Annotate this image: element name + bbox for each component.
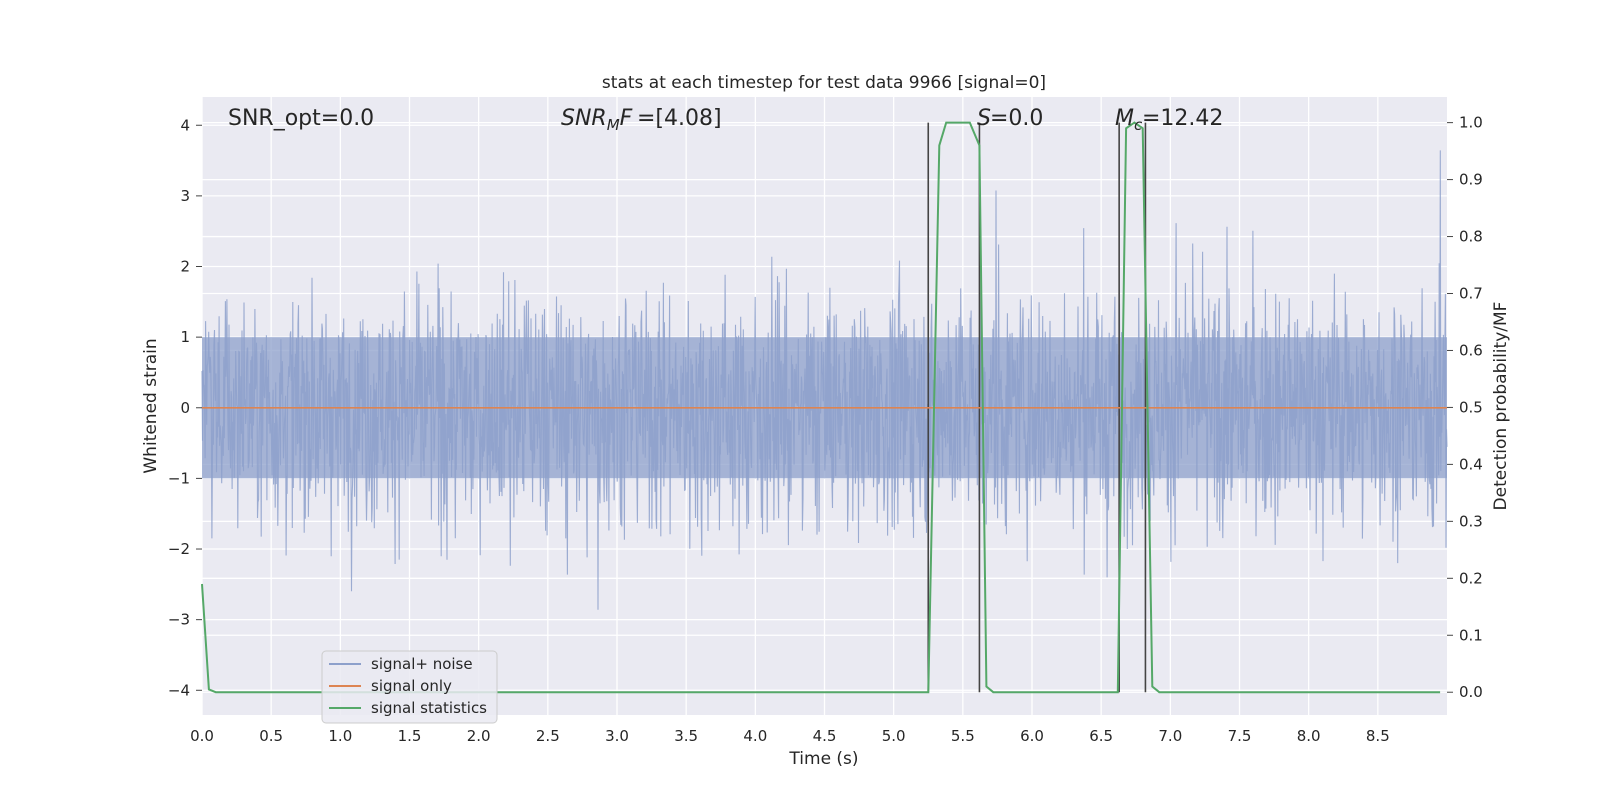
legend-box xyxy=(321,650,498,724)
y-left-tick-label: 0 xyxy=(180,399,190,417)
x-tick-label: 4.5 xyxy=(813,727,837,745)
x-tick-label: 0.5 xyxy=(259,727,283,745)
signal-statistics-series xyxy=(201,121,1441,694)
svg-text:SNRMF: SNRMF xyxy=(561,106,633,134)
x-tick-label: 6.0 xyxy=(1020,727,1044,745)
y-right-tick-label: 0.4 xyxy=(1459,455,1483,473)
y-left-tick-label: −1 xyxy=(168,469,190,487)
x-axis-label: Time (s) xyxy=(788,749,858,769)
x-tick-label: 3.5 xyxy=(674,727,698,745)
y-right-tick-label: 0.7 xyxy=(1459,285,1483,303)
svg-text:S: S xyxy=(977,106,991,131)
annotation-mc: Mc =12.42 xyxy=(1115,106,1223,134)
y-right-tick-label: 0.8 xyxy=(1459,228,1483,246)
y-right-tick-label: 0.1 xyxy=(1459,626,1483,644)
svg-text:=0.0: =0.0 xyxy=(990,106,1043,131)
svg-text:=[4.08]: =[4.08] xyxy=(637,106,722,131)
y-left-tick-label: −2 xyxy=(168,540,190,558)
y-axis-label-right: Detection probability/MF xyxy=(1491,302,1511,511)
legend-label-signal-only: signal only xyxy=(371,677,452,695)
y-right-tick-label: 0.9 xyxy=(1459,171,1483,189)
y-right-tick-label: 0.0 xyxy=(1459,683,1483,701)
x-tick-label: 5.0 xyxy=(882,727,906,745)
x-tick-label: 6.5 xyxy=(1089,727,1113,745)
y-left-tick-label: −3 xyxy=(168,611,190,629)
x-tick-label: 1.0 xyxy=(328,727,352,745)
y-left-tick-label: 3 xyxy=(180,187,190,205)
legend: signal+ noise signal only signal statist… xyxy=(321,650,498,724)
x-tick-label: 7.0 xyxy=(1158,727,1182,745)
x-tick-label: 8.0 xyxy=(1297,727,1321,745)
annotation-snr-opt: SNR_opt=0.0 xyxy=(228,106,374,131)
y-right-tick-label: 0.5 xyxy=(1459,398,1483,416)
y-axis-label-left: Whitened strain xyxy=(141,338,161,473)
axis-ticks: 0.0 0.5 1.0 1.5 2.0 2.5 3.0 3.5 4.0 4.5 5.0 5.5 6.0 6… xyxy=(168,114,1483,745)
signal-statistics-line xyxy=(201,121,1441,694)
y-left-tick-label: 4 xyxy=(180,116,190,134)
x-tick-label: 3.0 xyxy=(605,727,629,745)
y-right-tick-label: 0.2 xyxy=(1459,569,1483,587)
annotation-snr-mf: SNRMF =[4.08] xyxy=(561,106,722,134)
legend-label-signal-noise: signal+ noise xyxy=(371,655,473,673)
x-tick-label: 0.0 xyxy=(190,727,214,745)
y-left-tick-label: 2 xyxy=(180,258,190,276)
y-right-tick-label: 1.0 xyxy=(1459,114,1483,132)
x-tick-label: 8.5 xyxy=(1366,727,1390,745)
x-tick-label: 5.5 xyxy=(951,727,975,745)
annotation-s: S =0.0 xyxy=(977,106,1043,131)
y-left-tick-label: −4 xyxy=(168,681,190,699)
chart-title: stats at each timestep for test data 996… xyxy=(602,73,1046,93)
y-left-tick-label: 1 xyxy=(180,328,190,346)
x-tick-label: 1.5 xyxy=(398,727,422,745)
y-right-tick-label: 0.3 xyxy=(1459,512,1483,530)
svg-text:=12.42: =12.42 xyxy=(1142,106,1223,131)
x-tick-label: 2.0 xyxy=(467,727,491,745)
x-tick-label: 2.5 xyxy=(536,727,560,745)
legend-label-signal-statistics: signal statistics xyxy=(371,699,487,717)
y-right-tick-label: 0.6 xyxy=(1459,341,1483,359)
x-tick-label: 4.0 xyxy=(743,727,767,745)
x-tick-label: 7.5 xyxy=(1228,727,1252,745)
